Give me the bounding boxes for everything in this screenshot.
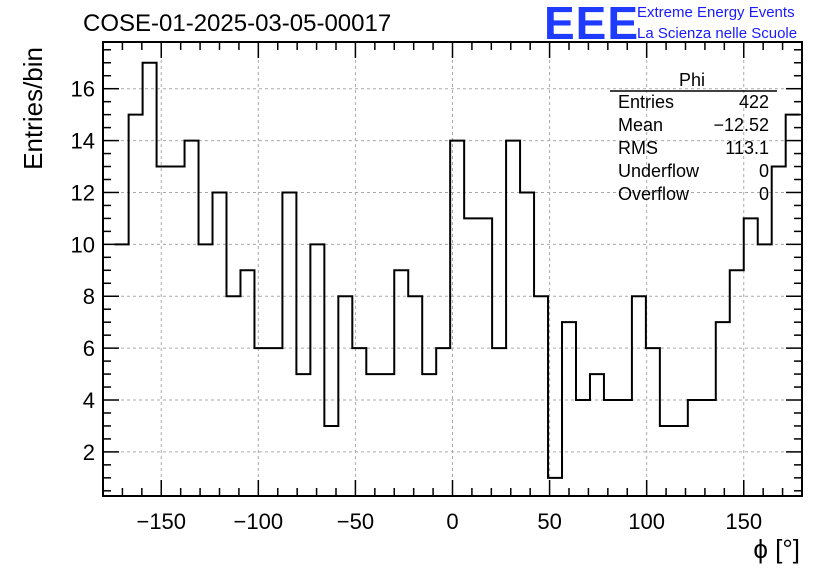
y-tick-label: 4 — [83, 388, 95, 413]
y-tick-label: 14 — [71, 129, 95, 154]
x-axis-label: ϕ [°] — [753, 534, 800, 564]
x-tick-label: −150 — [136, 509, 186, 534]
stats-value: 113.1 — [725, 138, 769, 158]
stats-label: RMS — [618, 138, 658, 158]
plot-area — [114, 61, 800, 479]
chart-title: COSE-01-2025-03-05-00017 — [83, 10, 392, 37]
x-tick-label: 50 — [537, 509, 561, 534]
stats-label: Mean — [618, 115, 664, 135]
stats-value: 0 — [758, 161, 769, 181]
logo-line-1: Extreme Energy Events — [637, 4, 795, 21]
stats-value: −12.52 — [713, 115, 769, 135]
stats-value: 422 — [738, 92, 769, 112]
y-tick-label: 2 — [83, 440, 95, 465]
x-tick-label: 100 — [628, 509, 665, 534]
ticks — [102, 42, 803, 496]
y-tick-label: 16 — [71, 77, 95, 102]
y-tick-label: 12 — [71, 180, 95, 205]
stats-title: Phi — [679, 70, 706, 90]
x-tick-label: −100 — [234, 509, 284, 534]
histogram-series — [114, 61, 800, 479]
stats-label: Overflow — [618, 184, 690, 204]
y-tick-label: 8 — [83, 284, 95, 309]
y-tick-label: 10 — [71, 232, 95, 257]
y-tick-label: 6 — [83, 336, 95, 361]
stats-label: Entries — [618, 92, 675, 112]
x-tick-label: 0 — [446, 509, 458, 534]
y-axis-label: Entries/bin — [18, 47, 48, 170]
logo-line-2: La Scienza nelle Scuole — [637, 25, 798, 42]
x-tick-label: −50 — [337, 509, 374, 534]
x-tick-label: 150 — [725, 509, 762, 534]
stats-label: Underflow — [618, 161, 700, 181]
stats-value: 0 — [758, 184, 769, 204]
tick-labels: −150 −100 −50 0 50 100 150 2 4 6 8 10 12 14 16 — [71, 77, 763, 534]
eee-logo: EEE — [544, 0, 640, 49]
grid-lines — [103, 42, 802, 496]
